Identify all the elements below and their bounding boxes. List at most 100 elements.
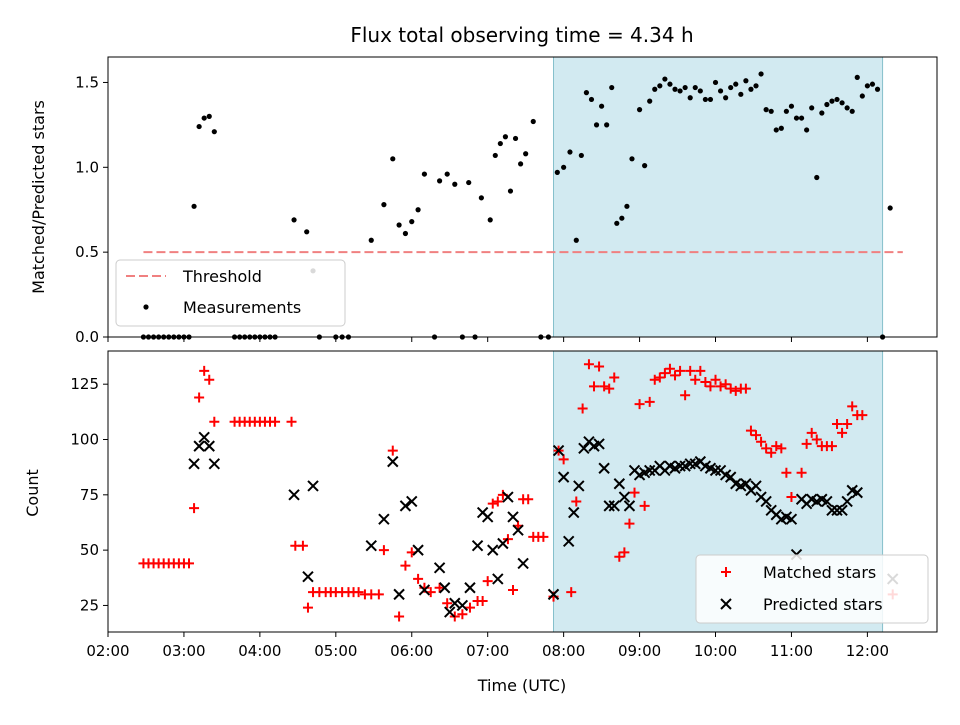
measurement-point bbox=[191, 203, 197, 209]
matched-star-point bbox=[832, 419, 843, 430]
measurement-point bbox=[839, 100, 845, 106]
measurement-point bbox=[402, 230, 409, 237]
predicted-star-point bbox=[302, 570, 314, 583]
measurement-point bbox=[672, 86, 678, 92]
predicted-star-point bbox=[497, 537, 509, 550]
predicted-star-point bbox=[438, 582, 451, 594]
measurement-point bbox=[492, 152, 498, 159]
predicted-star-point bbox=[598, 462, 610, 474]
bottom-y-tick-label: 100 bbox=[70, 431, 99, 449]
matched-star-point bbox=[826, 441, 837, 452]
matched-star-point bbox=[634, 399, 645, 410]
measurement-point bbox=[844, 105, 850, 111]
measurement-point bbox=[512, 135, 519, 142]
legend-measurements-swatch bbox=[143, 304, 149, 310]
top-y-tick-label: 1.5 bbox=[75, 73, 99, 91]
matched-star-point bbox=[745, 425, 756, 436]
predicted-star-point bbox=[456, 599, 469, 612]
matched-star-point bbox=[842, 419, 853, 430]
matched-star-point bbox=[373, 589, 384, 600]
measurement-point bbox=[652, 86, 658, 92]
matched-star-point bbox=[806, 427, 817, 438]
predicted-star-point bbox=[831, 504, 843, 517]
measurement-point bbox=[824, 101, 830, 108]
measurement-point bbox=[733, 81, 739, 87]
x-axis-label: Time (UTC) bbox=[477, 676, 566, 695]
predicted-star-point bbox=[512, 524, 524, 536]
measurement-point bbox=[758, 71, 764, 77]
measurement-point bbox=[478, 195, 484, 201]
predicted-star-point bbox=[750, 480, 762, 492]
predicted-star-point bbox=[836, 504, 848, 517]
measurement-point bbox=[624, 203, 630, 209]
predicted-star-point bbox=[507, 511, 519, 523]
top-legend-box bbox=[115, 259, 346, 327]
matched-star-point bbox=[801, 438, 812, 449]
predicted-star-point bbox=[547, 588, 560, 601]
measurement-point bbox=[609, 84, 615, 91]
predicted-star-point bbox=[785, 513, 798, 525]
matched-star-point bbox=[680, 390, 691, 401]
matched-star-point bbox=[353, 587, 364, 598]
predicted-star-point bbox=[613, 478, 626, 490]
legend-measurements-label: Measurements bbox=[183, 298, 301, 317]
x-tick-label: 03:00 bbox=[162, 642, 205, 660]
matched-star-point bbox=[629, 487, 640, 498]
measurement-point bbox=[604, 122, 610, 128]
predicted-star-point bbox=[387, 455, 399, 468]
matched-star-point bbox=[659, 368, 670, 379]
measurement-point bbox=[518, 161, 524, 167]
matched-star-point bbox=[184, 558, 195, 569]
predicted-star-point bbox=[492, 573, 504, 585]
matched-star-point bbox=[857, 410, 868, 421]
matched-star-point bbox=[847, 401, 858, 412]
matched-star-point bbox=[558, 454, 569, 465]
predicted-star-point bbox=[623, 500, 636, 512]
matched-star-point bbox=[771, 441, 782, 452]
legend-predicted-swatch bbox=[720, 598, 732, 610]
predicted-star-point bbox=[573, 480, 585, 492]
measurement-point bbox=[702, 96, 708, 103]
legend-threshold-label: Threshold bbox=[182, 267, 262, 286]
matched-star-point bbox=[730, 385, 741, 396]
matched-star-point bbox=[639, 500, 650, 511]
matched-star-point bbox=[297, 540, 308, 551]
measurement-point bbox=[783, 108, 789, 114]
legend-matched-label: Matched stars bbox=[763, 563, 876, 582]
bottom-y-tick-label: 75 bbox=[80, 486, 99, 504]
bottom-series-1 bbox=[188, 431, 899, 618]
measurement-point bbox=[753, 83, 759, 89]
measurement-point bbox=[444, 171, 450, 177]
bottom-panel: 25 50 75 100 125 02:00 03:00 04:00 05:00 06:00 07:… bbox=[70, 350, 938, 660]
x-tick-label: 11:00 bbox=[770, 642, 813, 660]
predicted-star-point bbox=[552, 444, 565, 457]
matched-star-point bbox=[413, 573, 424, 584]
matched-star-point bbox=[811, 434, 822, 445]
measurement-point bbox=[677, 88, 683, 94]
measurement-point bbox=[738, 91, 744, 97]
matched-star-point bbox=[594, 361, 605, 372]
legend-predicted-label: Predicted stars bbox=[763, 595, 883, 614]
predicted-star-point bbox=[502, 491, 514, 503]
matched-star-point bbox=[609, 372, 620, 383]
top-panel: 0.0 0.5 1.0 1.5 Threshold Measurements bbox=[75, 56, 938, 346]
predicted-star-point bbox=[821, 495, 833, 508]
bottom-axes-frame bbox=[107, 350, 938, 633]
predicted-star-point bbox=[208, 458, 221, 470]
predicted-star-point bbox=[674, 460, 686, 472]
matched-star-point bbox=[761, 443, 772, 454]
matched-star-point bbox=[720, 379, 731, 390]
predicted-star-point bbox=[307, 480, 319, 492]
measurement-point bbox=[573, 237, 579, 243]
measurement-point bbox=[614, 220, 620, 226]
measurement-point bbox=[834, 96, 840, 103]
measurement-point bbox=[662, 76, 668, 82]
measurement-point bbox=[368, 237, 374, 243]
measurement-point bbox=[415, 207, 421, 213]
predicted-star-point bbox=[724, 471, 737, 483]
matched-star-point bbox=[599, 381, 610, 392]
predicted-star-point bbox=[481, 511, 494, 523]
measurement-point bbox=[814, 174, 820, 181]
predicted-star-point bbox=[618, 491, 631, 503]
